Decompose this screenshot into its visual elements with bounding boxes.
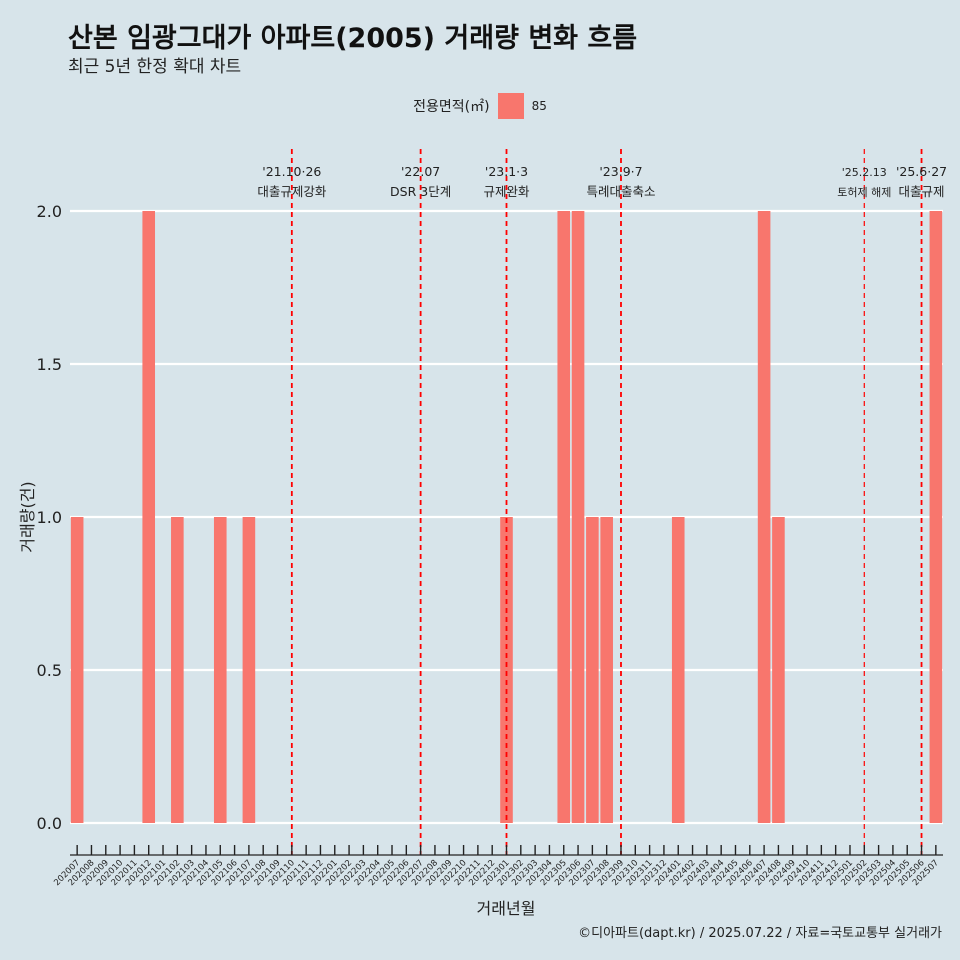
y-tick-label: 2.0 bbox=[37, 202, 62, 221]
annotation-date: '21.10·26 bbox=[262, 164, 321, 179]
axes: 0.00.51.01.52.02020072020082020092020102… bbox=[37, 202, 943, 888]
bar-202301 bbox=[500, 517, 513, 823]
bar-202307 bbox=[586, 517, 599, 823]
bar-202007 bbox=[70, 517, 84, 823]
annotation-date: '25.2.13 bbox=[842, 166, 887, 179]
y-tick-label: 0.5 bbox=[37, 661, 62, 680]
bar-202107 bbox=[242, 517, 256, 823]
y-tick-label: 0.0 bbox=[37, 814, 62, 833]
bar-202308 bbox=[600, 517, 613, 823]
bar-202012 bbox=[142, 211, 156, 823]
x-axis-label: 거래년월 bbox=[477, 899, 536, 918]
annotation-date: '22.07 bbox=[401, 164, 440, 179]
bar-202102 bbox=[171, 517, 184, 823]
annotation-date: '23.9·7 bbox=[599, 164, 642, 179]
bar-202407 bbox=[757, 211, 771, 823]
annotations: '21.10·26 대출규제강화 '22.07 DSR 3단계 '23.1·3 규제완화 '… bbox=[257, 149, 947, 855]
annotation-label: DSR 3단계 bbox=[390, 184, 451, 199]
legend-title: 전용면적(㎡) bbox=[413, 99, 490, 115]
legend-swatch bbox=[497, 93, 524, 119]
legend: 전용면적(㎡) 85 bbox=[0, 93, 960, 119]
chart-title: 산본 임광그대가 아파트(2005) 거래량 변화 흐름 bbox=[68, 23, 638, 54]
y-tick-label: 1.0 bbox=[37, 508, 62, 527]
annotation-date: '23.1·3 bbox=[485, 164, 528, 179]
bar-202105 bbox=[213, 517, 227, 823]
annotation-label: 특례대출축소 bbox=[586, 184, 655, 199]
bar-202305 bbox=[557, 211, 571, 823]
bars bbox=[70, 211, 943, 823]
legend-label: 85 bbox=[531, 99, 547, 113]
annotation-label: 규제완화 bbox=[483, 184, 530, 199]
annotation-label: 대출규제강화 bbox=[257, 184, 327, 199]
bar-202408 bbox=[772, 517, 785, 823]
annotation-label: 토허제 해제 bbox=[837, 185, 891, 199]
annotation-date: '25.6·27 bbox=[896, 164, 947, 179]
y-tick-label: 1.5 bbox=[37, 355, 62, 374]
bar-202507 bbox=[929, 211, 943, 823]
bar-202306 bbox=[571, 211, 585, 823]
y-axis-label: 거래량(건) bbox=[18, 481, 37, 552]
source-caption: ©디아파트(dapt.kr) / 2025.07.22 / 자료=국토교통부 실… bbox=[578, 926, 942, 941]
annotation-label: 대출규제 bbox=[899, 184, 945, 199]
bar-202401 bbox=[671, 517, 685, 823]
chart-subtitle: 최근 5년 한정 확대 차트 bbox=[68, 57, 242, 77]
